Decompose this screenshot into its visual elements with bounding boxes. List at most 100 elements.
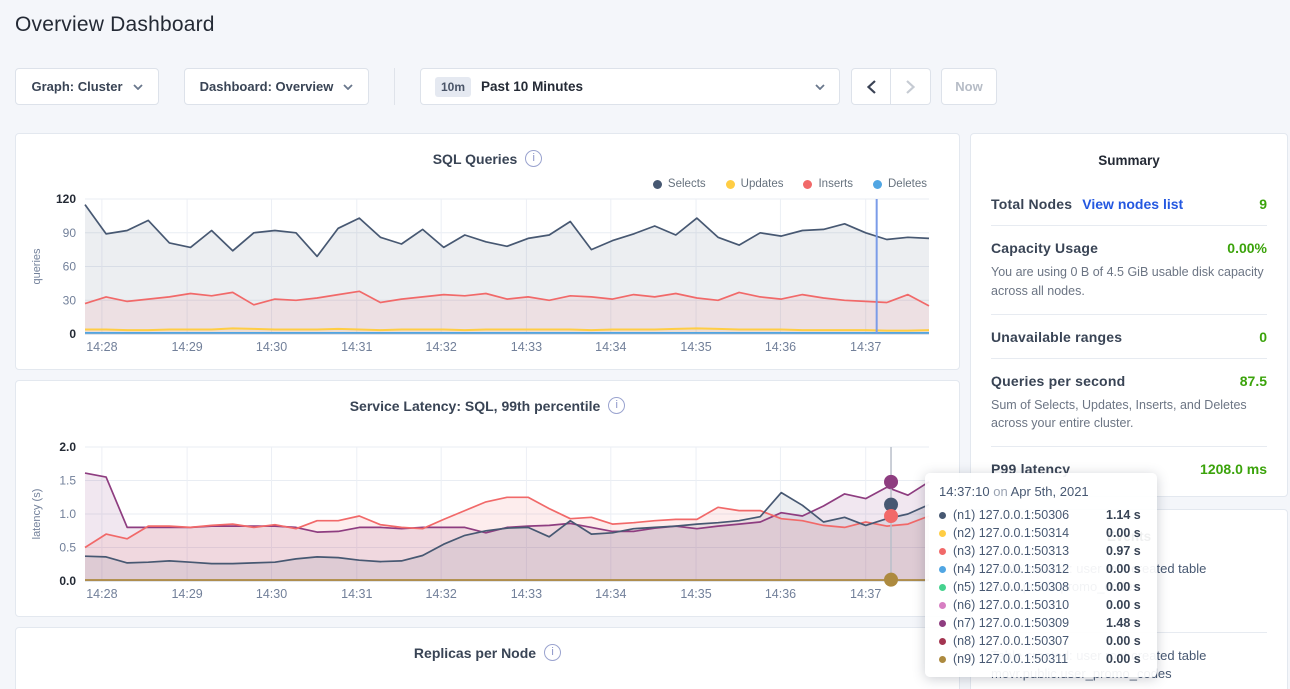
node-address: (n4) 127.0.0.1:50312 [953,562,1070,576]
svg-text:14:37: 14:37 [850,340,881,354]
legend-item-selects[interactable]: Selects [652,178,706,190]
svg-text:14:36: 14:36 [765,587,796,601]
page-title: Overview Dashboard [15,13,215,36]
chevron-down-icon [132,83,143,90]
sql-queries-legend: Selects Updates Inserts Deletes [652,178,927,190]
node-address: (n5) 127.0.0.1:50308 [953,580,1070,594]
service-latency-title: Service Latency: SQL, 99th percentile [349,397,601,414]
graph-dropdown-label: Graph: Cluster [31,79,123,94]
legend-item-inserts[interactable]: Inserts [803,178,853,190]
time-range-label: Past 10 Minutes [481,79,584,94]
time-range-badge: 10m [435,76,472,97]
time-range-picker[interactable]: 10m Past 10 Minutes [420,68,840,105]
svg-text:14:35: 14:35 [680,587,711,601]
chevron-left-icon [866,79,876,94]
now-button[interactable]: Now [941,68,997,105]
svg-text:14:32: 14:32 [426,340,457,354]
tooltip-node-row: (n5) 127.0.0.1:50308 0.00 s [939,578,1143,596]
replicas-per-node-card: Replicas per Node i [15,627,960,689]
node-color-dot [939,547,946,555]
node-color-dot [939,619,946,627]
info-icon[interactable]: i [525,150,543,167]
tooltip-timestamp: 14:37:10 on Apr 5th, 2021 [939,484,1089,499]
summary-row: Capacity Usage 0.00% You are using 0 B of … [991,225,1267,314]
chevron-down-icon [815,83,825,90]
sql-queries-card: SQL Queries i Selects Updates Inserts Delet… [15,133,960,370]
svg-text:0.0: 0.0 [59,574,76,588]
service-latency-chart[interactable]: 0.0 0.5 1.0 1.5 2.0 14:28 14:29 14:30 14:31 14:32… [16,381,959,616]
time-nav-group [851,68,931,105]
view-nodes-list-link[interactable]: View nodes list [1082,196,1184,212]
legend-label: Inserts [818,178,853,190]
summary-row: Total Nodes View nodes list 9 [991,182,1267,225]
svg-text:14:32: 14:32 [426,587,457,601]
toolbar-divider [394,68,395,105]
summary-title: Summary [1098,153,1160,168]
sql-queries-title: SQL Queries [432,150,518,167]
legend-label: Deletes [888,178,927,190]
summary-row-subtext: Sum of Selects, Updates, Inserts, and De… [991,397,1247,431]
info-icon[interactable]: i [608,397,626,414]
time-prev-button[interactable] [851,68,891,105]
node-latency-value: 0.00 s [1106,526,1141,540]
node-color-dot [939,601,946,609]
dashboard-dropdown[interactable]: Dashboard: Overview [184,68,369,105]
summary-row-subtext: You are using 0 B of 4.5 GiB usable disk… [991,265,1264,298]
graph-dropdown[interactable]: Graph: Cluster [15,68,159,105]
summary-panel: Summary Total Nodes View nodes list 9 Capac… [970,133,1288,497]
tooltip-node-row: (n4) 127.0.0.1:50312 0.00 s [939,560,1143,578]
summary-rows: Total Nodes View nodes list 9 Capacity Usag… [991,182,1267,490]
replicas-per-node-title: Replicas per Node [413,644,537,661]
legend-label: Updates [740,178,784,190]
svg-text:14:34: 14:34 [595,587,626,601]
node-latency-value: 0.97 s [1106,544,1141,558]
node-latency-value: 1.48 s [1106,616,1141,630]
summary-row-label: Capacity Usage [991,240,1099,256]
time-next-button[interactable] [891,68,931,105]
legend-dot [873,179,882,189]
svg-text:14:31: 14:31 [341,587,372,601]
node-color-dot [939,511,946,519]
node-address: (n8) 127.0.0.1:50307 [953,634,1070,648]
svg-text:14:33: 14:33 [511,340,542,354]
tooltip-node-row: (n1) 127.0.0.1:50306 1.14 s [939,506,1143,524]
svg-text:14:33: 14:33 [511,587,542,601]
svg-text:14:29: 14:29 [171,340,202,354]
svg-text:14:34: 14:34 [595,340,626,354]
service-latency-card: Service Latency: SQL, 99th percentile i … [15,380,960,617]
node-address: (n3) 127.0.0.1:50313 [953,544,1070,558]
svg-text:14:36: 14:36 [765,340,796,354]
replicas-per-node-chart[interactable] [16,628,959,689]
svg-text:14:29: 14:29 [171,587,202,601]
svg-text:queries: queries [31,248,43,285]
svg-text:30: 30 [63,293,77,307]
legend-dot [725,179,735,189]
summary-row: Unavailable ranges 0 [991,313,1267,358]
chevron-right-icon [906,79,915,94]
chevron-down-icon [343,83,353,90]
chart-hover-tooltip: 14:37:10 on Apr 5th, 2021 (n1) 127.0.0.1… [925,473,1157,677]
tooltip-node-row: (n6) 127.0.0.1:50310 0.00 s [939,596,1143,614]
tooltip-node-row: (n8) 127.0.0.1:50307 0.00 s [939,632,1143,650]
svg-text:1.5: 1.5 [59,474,76,488]
svg-text:14:31: 14:31 [341,340,372,354]
legend-item-updates[interactable]: Updates [725,178,784,190]
summary-row-value: 0.00% [1227,240,1267,256]
node-color-dot [939,637,946,645]
summary-row-label: Total Nodes [991,196,1073,212]
summary-row-value: 1208.0 ms [1200,461,1267,477]
summary-row-value: 87.5 [1239,372,1267,389]
node-address: (n9) 127.0.0.1:50311 [953,652,1069,666]
legend-item-deletes[interactable]: Deletes [873,178,927,190]
tooltip-node-row: (n9) 127.0.0.1:50311 0.00 s [939,650,1143,668]
svg-text:120: 120 [56,192,76,206]
sql-queries-chart[interactable]: 0 30 60 90 120 14:28 14:29 14:30 14:31 14:32 14:33… [16,134,959,369]
info-icon[interactable]: i [544,644,562,661]
summary-row: Queries per second 87.5 Sum of Selects, Up… [991,357,1267,447]
svg-text:60: 60 [63,260,77,274]
node-color-dot [939,565,946,573]
svg-text:2.0: 2.0 [59,440,76,454]
node-latency-value: 0.00 s [1106,652,1141,666]
node-address: (n7) 127.0.0.1:50309 [953,616,1070,630]
